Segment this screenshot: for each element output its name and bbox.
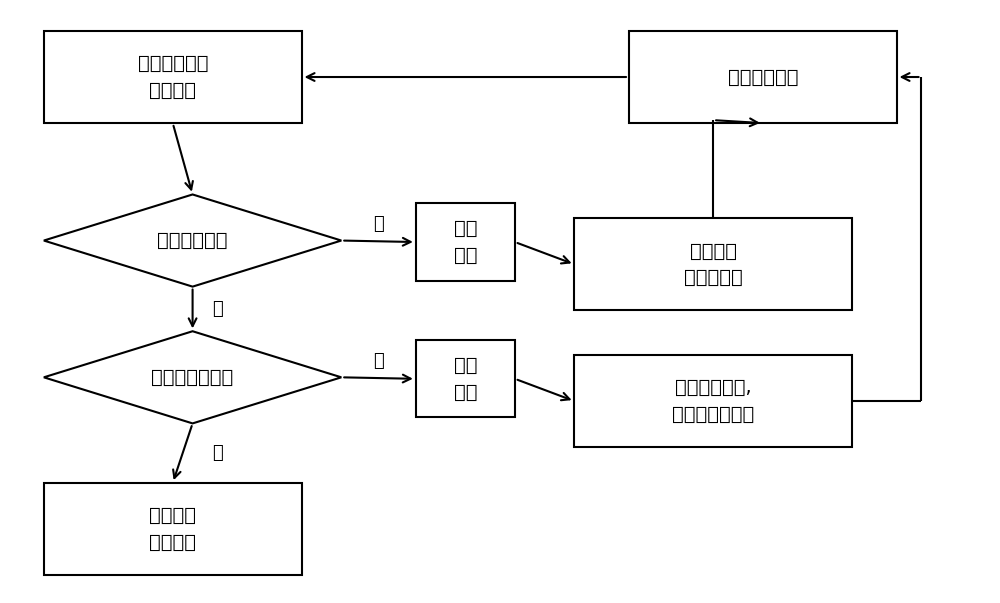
- Text: 系统
断电: 系统 断电: [454, 219, 477, 265]
- FancyBboxPatch shape: [574, 218, 852, 311]
- Text: 任意调节
联轴器角位: 任意调节 联轴器角位: [684, 242, 743, 287]
- Polygon shape: [44, 194, 341, 286]
- Text: 是: 是: [212, 444, 223, 462]
- Text: 系统
断电: 系统 断电: [454, 356, 477, 402]
- Text: 是否已居中安装: 是否已居中安装: [151, 368, 234, 387]
- FancyBboxPatch shape: [44, 483, 302, 575]
- Text: 否: 否: [373, 352, 384, 370]
- Text: 完成光栅
居中安装: 完成光栅 居中安装: [149, 506, 196, 552]
- Text: 控制器初始化
寻找零点: 控制器初始化 寻找零点: [138, 54, 208, 99]
- FancyBboxPatch shape: [629, 31, 897, 123]
- FancyBboxPatch shape: [44, 31, 302, 123]
- Text: 是否找到零点: 是否找到零点: [157, 231, 228, 250]
- Text: 根据提示操作,
调节联轴器角位: 根据提示操作, 调节联轴器角位: [672, 378, 754, 424]
- FancyBboxPatch shape: [416, 340, 515, 417]
- Polygon shape: [44, 331, 341, 423]
- FancyBboxPatch shape: [416, 203, 515, 280]
- Text: 系统重新上电: 系统重新上电: [728, 68, 798, 86]
- Text: 是: 是: [212, 300, 223, 318]
- FancyBboxPatch shape: [574, 355, 852, 447]
- Text: 否: 否: [373, 215, 384, 233]
